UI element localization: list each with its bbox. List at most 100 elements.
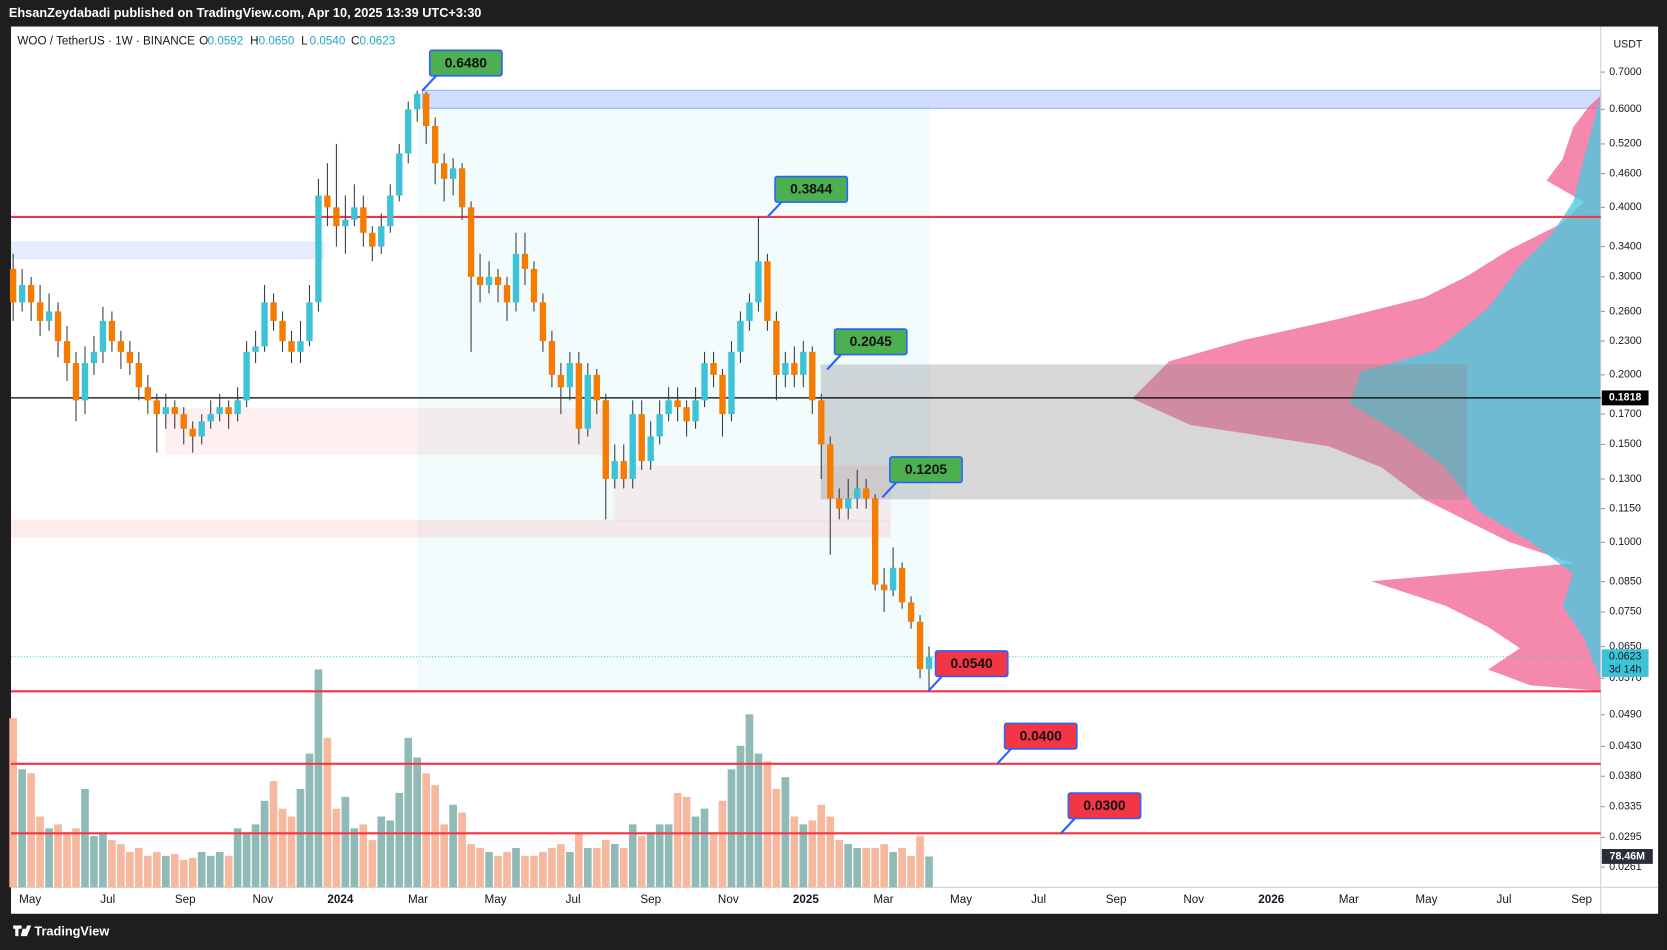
volume-bar xyxy=(359,824,368,888)
volume-bar xyxy=(673,792,682,888)
y-tick-label: 0.4600 xyxy=(1609,167,1642,179)
callout-box xyxy=(1067,792,1142,820)
candle-body xyxy=(809,351,816,401)
candle-body xyxy=(261,302,268,347)
volume-bar xyxy=(907,855,915,888)
x-tick-label: Sep xyxy=(1106,893,1127,906)
candle-body xyxy=(880,584,888,591)
volume-bar xyxy=(251,824,260,888)
candle-body xyxy=(378,226,385,247)
callout-box xyxy=(774,175,849,203)
zone xyxy=(11,241,325,260)
callout-label: 0.1205 xyxy=(905,461,948,477)
candle-body xyxy=(18,285,26,303)
legend-value: 0.0540 xyxy=(310,35,346,48)
callout-pointer xyxy=(766,201,783,218)
volume-bar xyxy=(835,840,844,888)
y-tick-label: 0.0261 xyxy=(1609,861,1642,873)
volume-bar xyxy=(126,851,134,888)
candle-body xyxy=(333,207,340,227)
x-tick-label: 2024 xyxy=(327,893,353,906)
volume-bar xyxy=(188,857,197,888)
candle-body xyxy=(782,363,789,375)
candle-body xyxy=(674,400,681,408)
volume-bar xyxy=(206,855,215,888)
candle-body xyxy=(431,125,439,164)
candle-body xyxy=(503,285,511,303)
candle-body xyxy=(162,407,169,415)
candle-body xyxy=(405,109,412,154)
candle-body xyxy=(180,414,187,429)
volume-bar xyxy=(135,847,143,888)
volume-bar xyxy=(332,808,341,888)
y-tick-label: 0.4000 xyxy=(1609,201,1642,213)
volume-label-box xyxy=(1601,849,1653,864)
volume-bar xyxy=(278,808,287,888)
candle-body xyxy=(916,621,924,670)
volume-bar xyxy=(601,840,610,888)
y-tick-label: 0.6000 xyxy=(1609,103,1642,115)
volume-bar xyxy=(637,836,646,888)
y-tick-label: 0.5200 xyxy=(1609,138,1642,150)
volume-bar xyxy=(799,824,808,888)
candle-body xyxy=(512,253,520,303)
callout-label: 0.2045 xyxy=(850,333,893,349)
candle-body xyxy=(710,363,717,375)
volume-bar xyxy=(287,816,296,888)
candle-body xyxy=(207,414,214,422)
candle-body xyxy=(9,268,17,303)
volume-bar xyxy=(449,804,457,888)
volume-bar xyxy=(745,714,754,888)
x-tick-label: Mar xyxy=(408,893,428,906)
volume-bar xyxy=(368,840,377,888)
y-tick-label: 0.0295 xyxy=(1609,831,1642,843)
volume-bar xyxy=(422,773,431,888)
volume-bar xyxy=(117,844,125,888)
candle-body xyxy=(871,498,879,585)
x-tick-label: 2026 xyxy=(1258,893,1284,906)
volume-bar xyxy=(583,847,592,888)
publisher: EhsanZeydabadi published on TradingView.… xyxy=(9,5,482,20)
volume-bar xyxy=(108,840,116,888)
x-tick-label: May xyxy=(485,893,507,906)
callout-label: 0.6480 xyxy=(445,54,488,70)
y-tick-label: 0.1500 xyxy=(1609,438,1642,450)
chart-area xyxy=(11,26,1659,914)
candle-body xyxy=(99,320,107,352)
candle-body xyxy=(521,253,529,269)
candle-body xyxy=(485,276,493,286)
volume-bar xyxy=(610,844,619,888)
volume-bar xyxy=(260,800,269,888)
candle-body xyxy=(189,428,196,437)
candle-body xyxy=(791,363,798,375)
y-tick-label: 0.2300 xyxy=(1609,335,1642,347)
y-tick-label: 0.1150 xyxy=(1609,502,1641,514)
callout-label: 0.0400 xyxy=(1020,727,1063,743)
callout-pointer xyxy=(1060,817,1076,835)
volume-bar xyxy=(197,851,206,888)
volume-bar xyxy=(700,808,709,888)
candles xyxy=(9,90,933,692)
y-tick-label: 0.0335 xyxy=(1609,801,1642,813)
volume-bar xyxy=(350,828,359,888)
volume-bar xyxy=(880,844,888,888)
candle-body xyxy=(701,363,708,401)
candle-body xyxy=(396,153,403,196)
y-tick-label: 0.1300 xyxy=(1609,473,1642,485)
volume-bar xyxy=(476,847,484,888)
volume-bar xyxy=(512,847,520,888)
candle-body xyxy=(611,461,618,479)
callout-pointer xyxy=(826,353,842,371)
volume-bar xyxy=(664,824,673,888)
candle-body xyxy=(620,461,627,479)
x-tick-label: Sep xyxy=(175,893,196,906)
zone xyxy=(165,408,612,455)
volume-bar xyxy=(763,761,772,888)
candle-body xyxy=(683,407,690,422)
volume-bar xyxy=(27,773,35,888)
callout-box xyxy=(428,49,503,77)
volume-bar xyxy=(592,847,601,888)
candle-body xyxy=(575,363,583,429)
volume-bar xyxy=(179,859,188,888)
candle-body xyxy=(297,341,304,352)
